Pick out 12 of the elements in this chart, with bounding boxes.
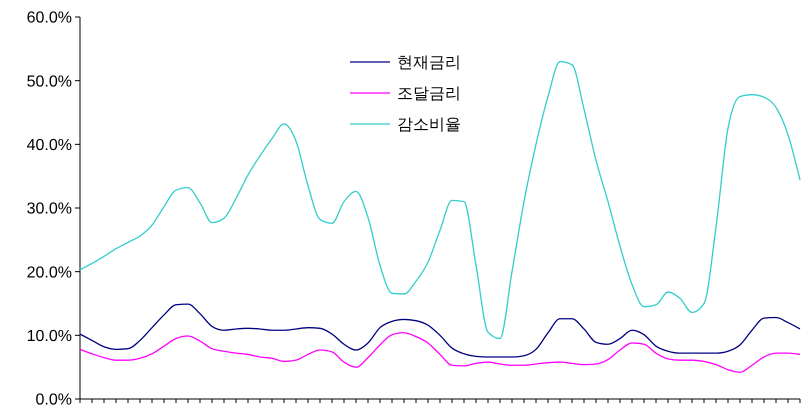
y-tick-label: 60.0% (26, 10, 72, 27)
y-tick-label: 0.0% (36, 392, 72, 406)
legend-label: 현재금리 (397, 52, 461, 72)
y-tick-label: 10.0% (26, 328, 72, 345)
line-series (79, 303, 801, 358)
line-series (79, 332, 801, 373)
y-tick-label: 40.0% (26, 136, 72, 154)
y-tick-label: 30.0% (26, 200, 72, 218)
legend-label: 조달금리 (397, 84, 461, 103)
y-tick-label: 50.0% (26, 73, 72, 90)
y-tick-label: 20.0% (26, 264, 72, 282)
legend-label: 감소비율 (397, 114, 461, 134)
